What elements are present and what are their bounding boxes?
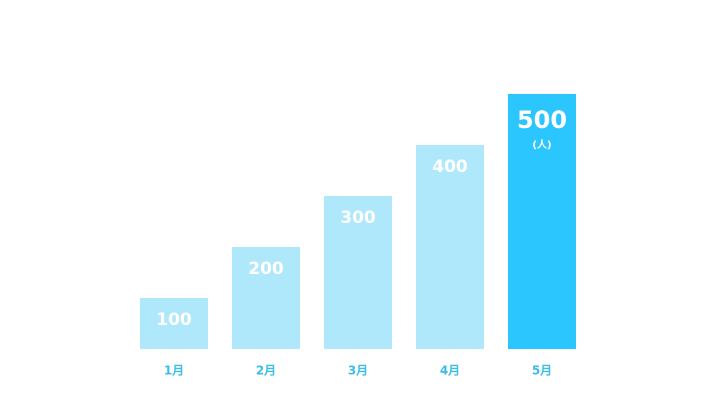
bar: [324, 196, 392, 349]
unit-label: (人): [532, 138, 551, 151]
x-tick-label: 1月: [164, 364, 184, 378]
value-label: 300: [340, 208, 376, 228]
bar: [416, 145, 484, 349]
value-label: 200: [248, 259, 284, 279]
x-tick-label: 2月: [256, 364, 276, 378]
x-tick-label: 4月: [440, 364, 460, 378]
x-tick-label: 3月: [348, 364, 368, 378]
value-label: 100: [156, 310, 192, 330]
bar: [508, 94, 576, 349]
bar: [232, 247, 300, 349]
x-tick-label: 5月: [532, 364, 552, 378]
value-label: 400: [432, 157, 468, 177]
bar: [140, 298, 208, 349]
value-label: 500: [517, 106, 567, 134]
